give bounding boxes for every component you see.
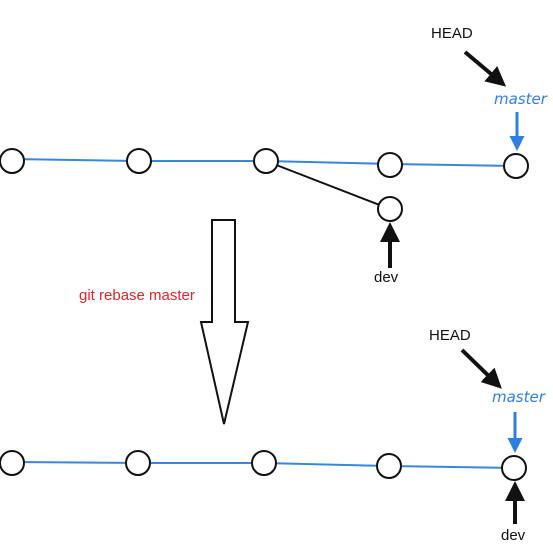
before-rebase-graph: HEAD master dev <box>0 25 548 286</box>
after-rebase-graph: HEAD master dev <box>0 327 546 544</box>
commit-node-2 <box>126 148 152 174</box>
commit-node-2-after <box>125 450 151 476</box>
dev-label-bottom: dev <box>501 527 526 544</box>
commit-node-3-after <box>251 450 277 476</box>
commit-node-dev-tip <box>377 196 403 222</box>
master-label-bottom: master <box>492 388 546 406</box>
commit-node-1 <box>0 148 25 174</box>
dev-label-top: dev <box>374 269 399 286</box>
commit-node-4 <box>377 152 403 178</box>
dev-branch-line-top <box>265 160 391 210</box>
commit-node-4-after <box>376 453 402 479</box>
rebase-command-label: git rebase master <box>79 287 195 304</box>
head-label-bottom: HEAD <box>429 327 471 344</box>
transition-arrow-icon <box>199 219 250 425</box>
commit-node-master-tip <box>503 153 529 179</box>
head-label-top: HEAD <box>431 25 473 42</box>
head-arrow-bottom <box>460 348 502 389</box>
head-arrow-top <box>463 50 507 87</box>
commit-node-1-after <box>0 450 25 476</box>
master-label-top: master <box>494 90 548 108</box>
commit-node-3 <box>253 148 279 174</box>
commit-node-tip-after <box>501 455 527 481</box>
